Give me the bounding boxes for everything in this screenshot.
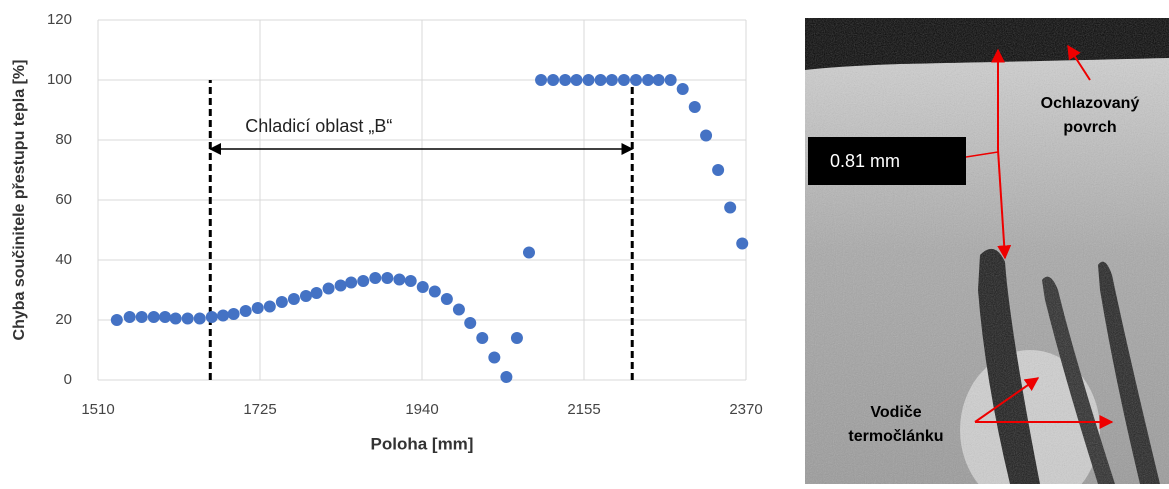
point (369, 272, 382, 284)
x-tick-label: 2370 (729, 401, 762, 418)
point (334, 279, 347, 292)
point (605, 74, 618, 86)
point (700, 129, 713, 142)
point (440, 293, 453, 305)
point (227, 308, 240, 320)
point (159, 311, 172, 323)
x-tick-label: 1940 (405, 401, 438, 418)
point (452, 303, 465, 316)
point (416, 281, 429, 293)
point (736, 237, 749, 250)
point (357, 275, 370, 287)
point (404, 275, 417, 287)
point (547, 74, 560, 86)
measure-box (808, 137, 966, 185)
wires-label: termočlánku (848, 428, 943, 445)
point (181, 312, 194, 325)
point (688, 101, 701, 113)
point (664, 74, 677, 86)
point (381, 272, 394, 284)
point (476, 332, 489, 344)
point (123, 311, 136, 323)
point (617, 74, 630, 86)
arrow (965, 151, 999, 158)
y-tick-label: 100 (47, 71, 72, 88)
point (110, 314, 123, 326)
point (464, 317, 477, 329)
point (488, 351, 501, 364)
point (147, 311, 160, 323)
point (251, 302, 264, 314)
point (393, 273, 406, 286)
measure-label: 0.81 mm (830, 151, 900, 171)
point (582, 74, 595, 86)
point (217, 309, 230, 322)
point (239, 305, 252, 317)
point (652, 74, 665, 86)
region-label: Chladicí oblast „B“ (245, 116, 392, 136)
point (299, 290, 312, 302)
x-tick-label: 1510 (81, 401, 114, 418)
micrograph: 0.81 mm Ochlazovaný povrch Vodiče termoč… (805, 18, 1169, 484)
surface-label: Ochlazovaný (1041, 95, 1140, 112)
point (275, 296, 288, 308)
y-tick-label: 80 (55, 131, 72, 148)
point (642, 74, 655, 86)
x-axis-label: Poloha [mm] (371, 434, 474, 453)
point (500, 371, 513, 383)
point (322, 282, 335, 295)
wires-label: Vodiče (870, 404, 921, 421)
chart: 0 20 40 60 80 100 120 1510 1725 1940 2155 2370 Poloh… (11, 11, 762, 454)
arrow (974, 377, 1040, 423)
y-tick-label: 40 (55, 251, 72, 268)
point (205, 311, 218, 323)
point (193, 312, 206, 325)
point (510, 332, 523, 344)
y-tick-label: 60 (55, 191, 72, 208)
point (428, 285, 441, 298)
arrow (1067, 44, 1091, 81)
y-axis-label: Chyba součinitele přestupu tepla [%] (11, 60, 28, 341)
point (345, 276, 358, 289)
x-tick-label: 2155 (567, 401, 600, 418)
photo-noise (805, 18, 1169, 484)
point (676, 83, 689, 95)
point (522, 246, 535, 259)
point (712, 164, 725, 176)
y-tick-label: 120 (47, 11, 72, 28)
arrow (997, 149, 1012, 260)
point (629, 74, 642, 86)
point (169, 312, 182, 325)
point (263, 300, 276, 313)
point (535, 74, 548, 86)
point (135, 311, 148, 323)
point (287, 293, 300, 305)
surface-label: povrch (1063, 119, 1116, 136)
point (559, 74, 572, 86)
point (310, 287, 323, 299)
y-tick-label: 20 (55, 311, 72, 328)
y-tick-label: 0 (64, 371, 72, 388)
point (570, 74, 583, 86)
x-tick-label: 1725 (243, 401, 276, 418)
point (724, 201, 737, 214)
point (594, 74, 607, 86)
